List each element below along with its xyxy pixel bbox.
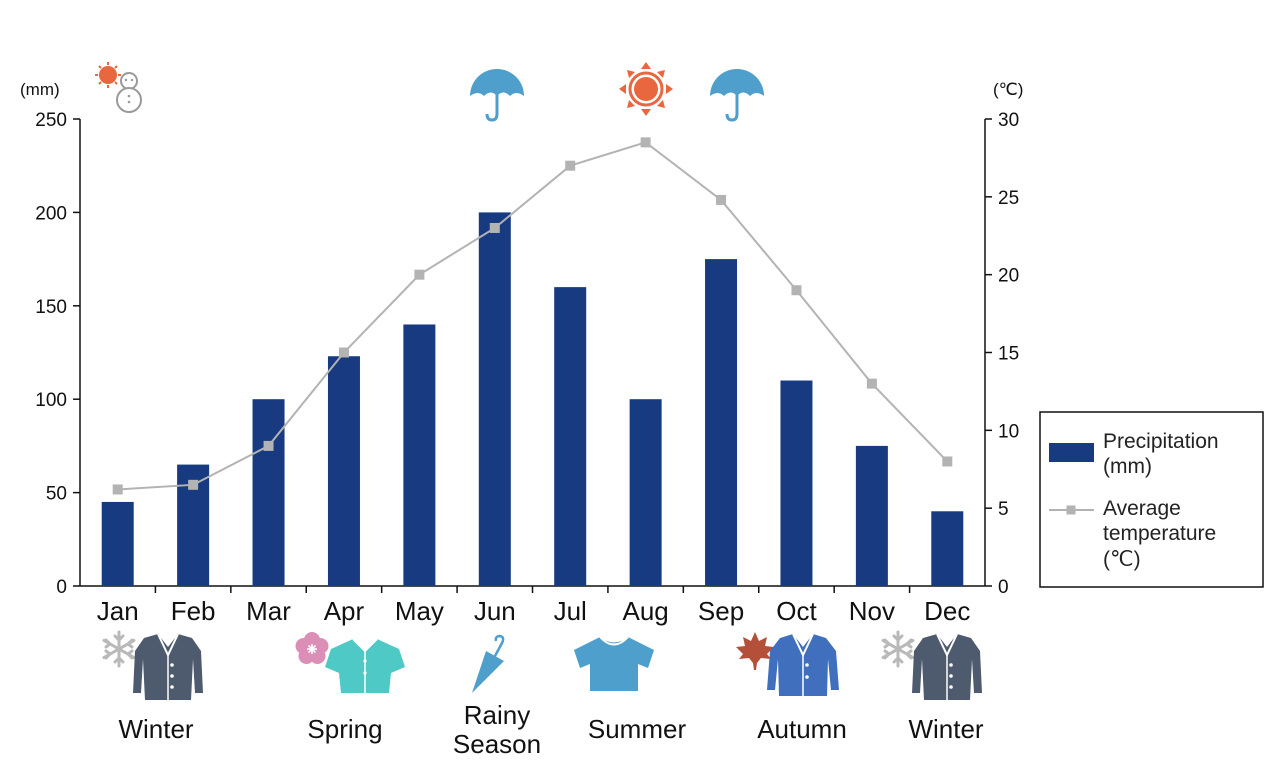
month-label: Nov [849,596,895,626]
legend: Precipitation (mm) Average temperature (… [1039,411,1264,588]
precipitation-bar [629,399,662,586]
month-label: Jun [474,596,516,626]
precipitation-bar [554,287,587,586]
snowflake-icon [881,630,915,668]
legend-temperature-line-3: (℃) [1103,548,1141,571]
left-axis-ticks: 0 50 100 150 200 250 [35,110,80,598]
sun-icon [619,62,673,116]
precipitation-bar [705,259,738,586]
season-label-winter: Winter [118,714,193,744]
temperature-line [112,137,953,495]
season-label-winter-2: Winter [908,714,983,744]
right-tick-label: 20 [998,266,1019,287]
precipitation-bar [478,212,511,586]
temperature-point [866,378,877,389]
precipitation-bar [327,356,360,586]
temperature-point [716,194,727,205]
left-tick-label: 250 [35,110,67,131]
month-label: Feb [171,596,216,626]
season-label-summer: Summer [588,714,687,744]
month-label: May [395,596,444,626]
month-label: Jul [554,596,587,626]
precipitation-bar [101,501,134,586]
sun-snowman-icon [95,62,142,113]
shirt-icon [324,638,406,694]
temperature-point [565,160,576,171]
left-axis-unit: (mm) [20,80,60,99]
left-axis: 0 50 100 150 200 250 (mm) [20,80,81,598]
precipitation-bar [931,511,964,586]
left-tick-label: 200 [35,203,67,224]
month-labels: Jan Feb Mar Apr May Jun Jul Aug Sep Oct Nov Dec [97,596,971,626]
precipitation-bar [855,445,888,586]
temperature-point [112,484,123,495]
temperature-point [338,347,349,358]
season-label-spring: Spring [307,714,382,744]
month-label: Mar [246,596,291,626]
legend-precipitation-swatch [1049,443,1094,462]
right-tick-label: 25 [998,188,1019,209]
left-tick-label: 0 [56,577,67,598]
legend-temperature-line-1: Average [1103,497,1181,520]
right-tick-label: 0 [998,577,1009,598]
temperature-point [640,137,651,148]
right-tick-label: 5 [998,499,1009,520]
precipitation-bar [403,324,436,586]
temperature-point [489,222,500,233]
right-axis: 0 5 10 15 20 25 30 (℃) [984,80,1023,598]
legend-precipitation-line-2: (mm) [1103,455,1152,478]
precipitation-bar [252,399,285,586]
month-label: Jan [97,596,139,626]
snowflake-icon [102,630,136,668]
left-tick-label: 50 [46,484,67,505]
coat-icon [911,633,983,701]
month-label: Apr [324,596,365,626]
temperature-point [942,456,953,467]
coat-icon [132,633,204,701]
month-label: Sep [698,596,744,626]
season-label-rainy: Rainy [464,700,530,730]
right-tick-label: 30 [998,110,1019,131]
umbrella-icon [468,67,526,122]
month-label: Aug [622,596,668,626]
month-label: Oct [776,596,817,626]
legend-temperature-line-2: temperature [1103,522,1216,545]
maple-leaf-icon [736,632,774,670]
precipitation-bar [780,380,813,586]
right-axis-ticks: 0 5 10 15 20 25 30 [985,110,1019,598]
temperature-point [263,440,274,451]
x-axis-ticks [154,586,911,593]
season-label-season: Season [453,729,541,759]
right-tick-label: 15 [998,344,1019,365]
umbrella-icon [708,67,766,122]
cherry-blossom-icon [295,632,329,664]
tshirt-icon [573,636,655,692]
temperature-point [791,285,802,296]
left-tick-label: 100 [35,390,67,411]
closed-umbrella-icon [472,634,505,693]
temperature-point [188,479,199,490]
left-tick-label: 150 [35,297,67,318]
precipitation-bars [101,212,964,586]
right-tick-label: 10 [998,421,1019,442]
jacket-icon [766,633,840,697]
season-label-autumn: Autumn [757,714,847,744]
temperature-point [414,269,425,280]
right-axis-unit: (℃) [993,80,1023,99]
legend-precipitation-line-1: Precipitation [1103,430,1219,453]
temperature-polyline [117,141,949,491]
month-label: Dec [924,596,970,626]
